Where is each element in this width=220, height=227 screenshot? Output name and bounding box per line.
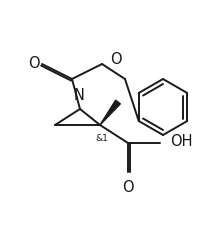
Text: N: N bbox=[73, 88, 84, 103]
Polygon shape bbox=[100, 100, 120, 125]
Text: OH: OH bbox=[170, 135, 192, 150]
Text: O: O bbox=[122, 180, 134, 195]
Text: O: O bbox=[110, 52, 122, 67]
Text: O: O bbox=[28, 55, 40, 71]
Text: &1: &1 bbox=[95, 134, 108, 143]
